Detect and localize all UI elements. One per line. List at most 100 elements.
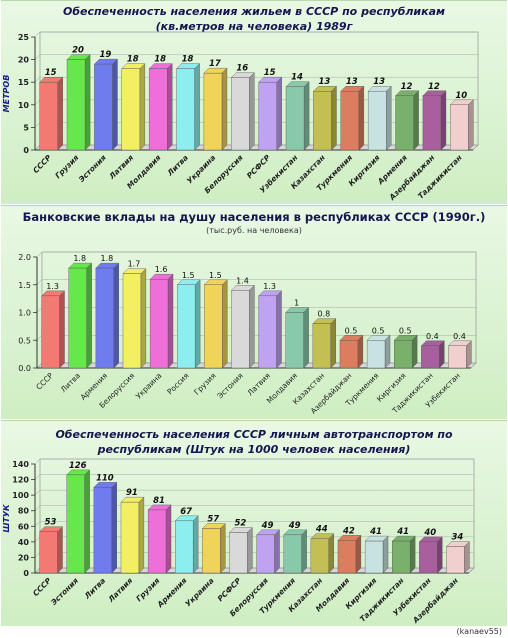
category-label: СССР: [31, 576, 53, 598]
data-label: 34: [452, 533, 464, 543]
data-label: 1.8: [100, 254, 113, 263]
bar-side: [440, 90, 447, 151]
grid-diag: [36, 335, 43, 341]
bar: [448, 340, 472, 369]
bar: [310, 533, 335, 574]
data-label: 1.5: [209, 271, 222, 280]
bar-front: [203, 72, 223, 151]
bar-side: [111, 481, 117, 574]
bar-side: [57, 526, 63, 574]
grid-diag: [36, 307, 43, 313]
bar-side: [84, 469, 90, 574]
bar: [229, 527, 253, 574]
category-label: СССР: [34, 371, 55, 392]
bar: [231, 284, 255, 369]
bar-front: [285, 312, 304, 369]
bar-front: [148, 68, 168, 151]
bar-side: [468, 99, 474, 151]
grid-diag: [34, 474, 41, 480]
bar: [340, 85, 365, 151]
data-label: 1.4: [236, 276, 249, 285]
bar: [418, 536, 443, 574]
bar-front: [367, 91, 387, 151]
data-label: 0.5: [345, 326, 358, 335]
data-label: 110: [96, 473, 114, 483]
bar: [364, 535, 389, 574]
bar-front: [68, 267, 87, 369]
bar-front: [258, 295, 277, 369]
data-label: 18: [127, 55, 139, 65]
grid-diag: [34, 54, 41, 60]
housing-chart-title: Обеспеченность населения жильем в СССР п…: [62, 5, 446, 33]
grid-diag: [34, 77, 41, 83]
data-label: 16: [236, 64, 248, 74]
deposits-chart-title: Банковские вклады на душу населения в ре…: [22, 210, 486, 224]
bar: [230, 72, 255, 151]
bar: [285, 307, 310, 369]
grid-diag: [34, 521, 41, 527]
data-label: 53: [45, 518, 57, 528]
bar: [68, 262, 93, 369]
y-axis-label: МЕТРОВ: [2, 75, 11, 113]
bar: [66, 54, 91, 151]
y-tick-label: 0: [23, 569, 29, 578]
y-tick-label: 120: [12, 476, 29, 485]
deposits-chart-panel: Банковские вклады на душу населения в ре…: [1, 205, 507, 419]
y-tick-label: 5: [23, 123, 29, 132]
grid-diag: [36, 279, 43, 285]
bar-front: [446, 546, 465, 574]
category-label: Украина: [183, 576, 215, 608]
y-tick-label: 1.0: [18, 309, 31, 318]
grid-diag: [34, 122, 41, 128]
bar-front: [312, 323, 331, 369]
bar-side: [57, 76, 63, 151]
data-label: 0.8: [317, 310, 330, 319]
bar-front: [256, 534, 275, 574]
grid-diag: [36, 251, 43, 258]
bar: [174, 515, 199, 574]
bar-front: [66, 59, 86, 151]
bar: [121, 63, 146, 151]
data-label: 41: [369, 527, 382, 537]
bar-side: [328, 533, 334, 574]
data-label: 13: [319, 77, 331, 87]
category-label: Литва: [82, 576, 107, 601]
bar: [422, 90, 447, 151]
bar-side: [249, 284, 255, 369]
bar-side: [276, 290, 282, 369]
bar: [449, 99, 474, 151]
bar-side: [411, 334, 418, 369]
category-label: Литва: [59, 371, 82, 394]
grid-diag: [34, 567, 41, 574]
bar-front: [283, 534, 302, 574]
bar: [446, 541, 470, 574]
bar-front: [39, 81, 58, 151]
bar-front: [93, 487, 112, 574]
bar-side: [437, 536, 443, 574]
bar: [66, 469, 91, 574]
bar-front: [285, 86, 305, 151]
grid-diag: [36, 362, 43, 369]
bar-front: [366, 340, 386, 369]
bar-front: [177, 284, 196, 369]
bar-front: [95, 267, 114, 369]
data-label: 0.5: [372, 326, 385, 335]
bar: [312, 318, 337, 369]
bar-front: [258, 81, 277, 151]
bar-side: [112, 58, 118, 151]
y-tick-label: 40: [18, 538, 30, 547]
category-label: Украина: [134, 371, 164, 401]
bar-side: [167, 63, 173, 151]
bar-front: [339, 340, 359, 369]
bar-front: [202, 528, 221, 574]
data-label: 1.3: [263, 282, 276, 291]
cars-chart-panel: Обеспеченность населения СССР личным авт…: [1, 420, 507, 626]
category-label: СССР: [31, 153, 53, 175]
bar: [203, 67, 228, 151]
bar-side: [274, 529, 280, 574]
bar: [201, 523, 226, 574]
y-tick-label: 20: [18, 553, 30, 562]
bar-side: [194, 63, 200, 151]
category-label: Эстония: [49, 576, 80, 607]
category-label: Грузия: [134, 576, 161, 603]
